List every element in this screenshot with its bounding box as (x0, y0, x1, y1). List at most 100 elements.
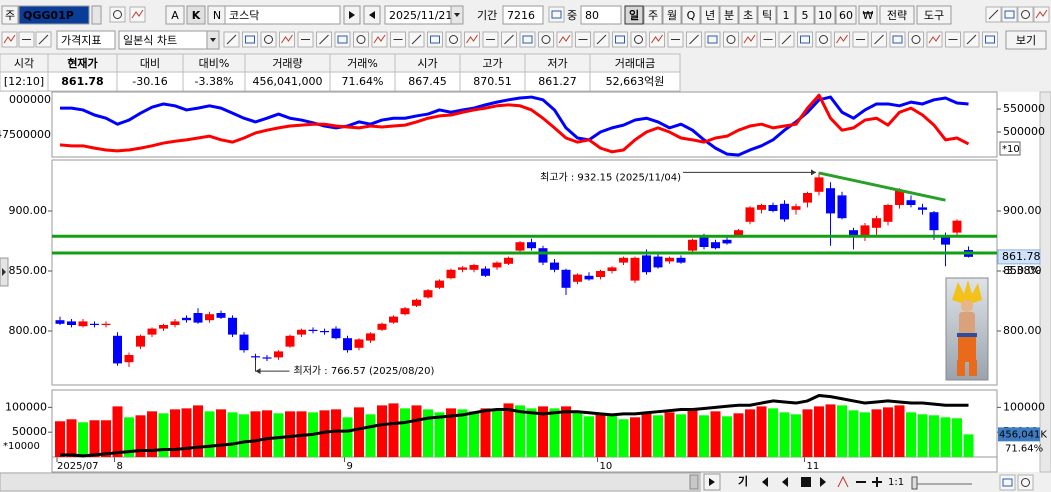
icon-button[interactable] (1001, 6, 1018, 23)
icon-button[interactable] (538, 31, 554, 48)
tools-button-label: 도구 (924, 9, 944, 22)
price-tag (997, 249, 1041, 265)
market-input[interactable] (224, 5, 341, 25)
icon-button[interactable] (548, 6, 565, 23)
icon-button[interactable] (612, 31, 628, 48)
spinner[interactable] (91, 5, 102, 25)
indicator-select[interactable] (56, 30, 116, 50)
icon-button[interactable] (704, 31, 721, 48)
icon-glyph (1021, 10, 1030, 19)
icon-button[interactable] (999, 474, 1016, 491)
volume-bar (917, 414, 928, 457)
code-prefix[interactable] (1, 5, 19, 25)
quote-value: 870.51 (473, 75, 512, 88)
interval-button[interactable] (719, 5, 739, 25)
interval-button[interactable] (681, 5, 701, 25)
icon-button[interactable] (260, 31, 277, 48)
icon-button[interactable] (334, 31, 351, 48)
interval-button[interactable] (738, 5, 758, 25)
volume-bar (860, 412, 870, 457)
code-input[interactable] (18, 5, 90, 25)
volume-bar (572, 411, 583, 457)
volume-bar (710, 411, 721, 457)
icon-glyph (226, 34, 237, 45)
icon-button[interactable] (889, 31, 906, 48)
candle-body (665, 257, 674, 262)
letter-button-label: K (192, 9, 201, 22)
interval-button[interactable] (835, 5, 857, 25)
period-input-label: 7216 (507, 9, 535, 22)
interval-button[interactable] (624, 5, 644, 25)
candle-body (619, 257, 628, 263)
icon-button[interactable] (353, 31, 369, 48)
bottom-icon[interactable] (837, 475, 849, 488)
interval-button[interactable] (662, 5, 682, 25)
interval-button[interactable] (814, 5, 836, 25)
high-arrowhead (811, 169, 816, 176)
right-scrollbar[interactable] (1039, 91, 1051, 473)
bottom-icon[interactable] (820, 477, 826, 487)
candle-body (481, 268, 490, 276)
volume-bar (745, 409, 755, 457)
left-axis-label: 000000 (9, 93, 51, 106)
volume-bar (400, 408, 410, 457)
volume-bar (618, 419, 629, 457)
icon-button[interactable] (630, 31, 647, 48)
icon-button[interactable] (723, 31, 739, 48)
icon-button[interactable] (1017, 6, 1034, 23)
panel-frame (51, 91, 998, 158)
icon-glyph (911, 35, 921, 44)
icon-glyph (245, 35, 255, 44)
quote-header: 대비 (140, 57, 160, 70)
y-tick-label: 100000 (1003, 400, 1045, 413)
volume-bar (630, 417, 640, 457)
y-tick-label: 800.00 (1003, 324, 1042, 337)
volume-bar (526, 408, 537, 457)
horizontal-scrollbar[interactable] (0, 472, 701, 492)
code-input-label: QGG01P (23, 9, 74, 22)
quote-header: 시가 (417, 57, 437, 70)
icon-button[interactable] (519, 31, 536, 48)
icon-button[interactable] (815, 31, 832, 48)
view-button[interactable] (1005, 30, 1047, 50)
icon-button[interactable] (445, 31, 462, 48)
currency-button[interactable] (858, 5, 878, 25)
icon-glyph (985, 35, 995, 44)
bottom-icon[interactable] (801, 477, 811, 487)
tools-button[interactable] (916, 5, 952, 25)
icon-glyph (131, 9, 144, 19)
icon-button[interactable] (109, 6, 126, 23)
candle-body (124, 355, 134, 363)
letter-button[interactable] (186, 5, 206, 25)
price-change: -3.38% (1002, 264, 1041, 277)
interval-button[interactable] (795, 5, 815, 25)
icon-button[interactable] (982, 31, 998, 48)
icon-button[interactable] (242, 31, 258, 48)
bottom-icon[interactable] (782, 477, 788, 487)
strategy-button[interactable] (879, 5, 915, 25)
volume-bar (411, 405, 422, 457)
icon-button[interactable] (908, 31, 924, 48)
icon-button[interactable] (1017, 474, 1034, 491)
period-input[interactable] (502, 5, 544, 25)
count-input[interactable] (580, 5, 622, 25)
volume-bar (940, 417, 951, 457)
letter-button[interactable] (165, 5, 185, 25)
icon-glyph (373, 34, 386, 44)
zoom-slider-thumb[interactable] (911, 476, 918, 490)
candle-body (78, 321, 88, 327)
icon-button[interactable] (797, 31, 813, 48)
candle-body (791, 206, 801, 210)
scroll-thumb[interactable] (689, 474, 699, 490)
volume-bar (216, 409, 226, 457)
candle-body (515, 242, 525, 251)
icon-button[interactable] (427, 31, 443, 48)
interval-button[interactable] (757, 5, 777, 25)
interval-button[interactable] (776, 5, 796, 25)
volume-bar (802, 409, 813, 457)
interval-button[interactable] (700, 5, 720, 25)
icon-glyph (988, 9, 999, 20)
volume-bar (262, 410, 272, 457)
bottom-icon[interactable] (762, 477, 768, 487)
interval-button[interactable] (643, 5, 663, 25)
